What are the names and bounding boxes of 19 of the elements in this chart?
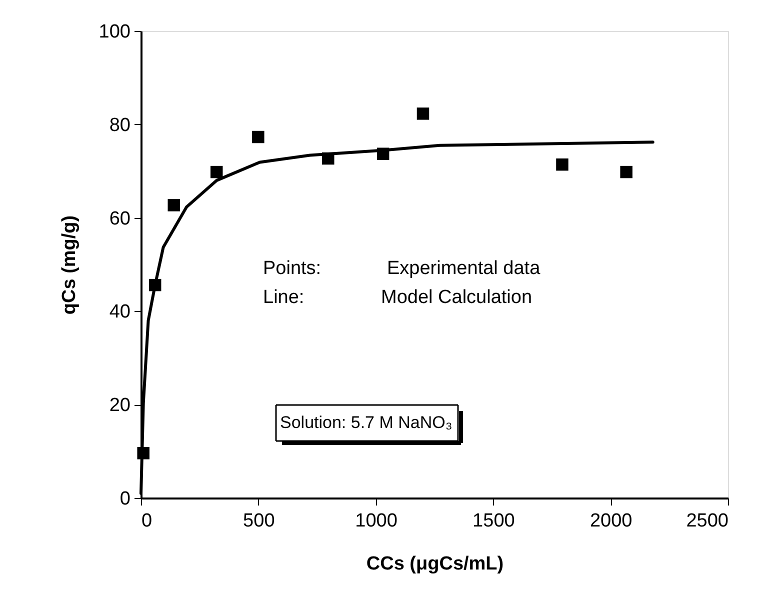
- x-tick-label: 500: [243, 510, 275, 532]
- y-tick-label: 60: [109, 208, 130, 230]
- x-axis-title: CCs (μgCs/mL): [366, 554, 504, 574]
- x-tick-label: 2000: [590, 510, 632, 532]
- y-tick-label: 100: [98, 22, 130, 42]
- annotation: Experimental data: [387, 258, 541, 279]
- annotation: Points:: [263, 258, 322, 279]
- y-tick-label: 0: [120, 488, 130, 510]
- x-tick-label: 2500: [686, 510, 728, 532]
- x-tick-label: 1000: [355, 510, 398, 532]
- x-tick-label: 1500: [472, 510, 515, 532]
- annotation: Solution: 5.7 M NaNO₃: [280, 413, 452, 432]
- annotation: Model Calculation: [381, 287, 532, 308]
- x-tick-label: 0: [142, 510, 152, 532]
- y-axis-title: qCs (mg/g): [58, 215, 80, 315]
- y-tick-label: 80: [109, 114, 130, 136]
- y-tick-label: 40: [109, 302, 130, 323]
- annotation: Line:: [263, 287, 304, 308]
- y-tick-label: 20: [109, 395, 130, 416]
